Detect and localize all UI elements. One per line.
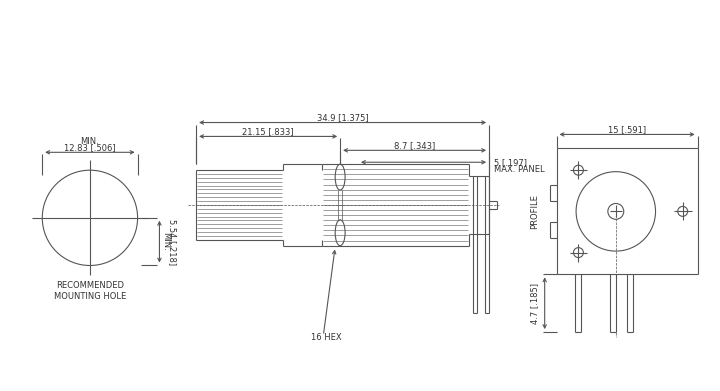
Text: MAX. PANEL: MAX. PANEL bbox=[494, 165, 544, 174]
Text: MIN.: MIN. bbox=[81, 137, 99, 146]
Text: RECOMMENDED
MOUNTING HOLE: RECOMMENDED MOUNTING HOLE bbox=[54, 282, 126, 301]
Text: MIN.: MIN. bbox=[161, 232, 170, 251]
Text: 34.9 [1.375]: 34.9 [1.375] bbox=[317, 113, 369, 122]
Text: 12.83 [.506]: 12.83 [.506] bbox=[64, 143, 116, 152]
Text: 4.7 [.185]: 4.7 [.185] bbox=[530, 283, 539, 324]
Text: 5.54 [.218]: 5.54 [.218] bbox=[168, 219, 177, 265]
Text: PROFILE: PROFILE bbox=[530, 194, 539, 229]
Text: 16 HEX: 16 HEX bbox=[311, 334, 341, 343]
Text: 5 [.197]: 5 [.197] bbox=[494, 158, 527, 167]
Text: 8.7 [.343]: 8.7 [.343] bbox=[394, 141, 435, 150]
Text: 21.15 [.833]: 21.15 [.833] bbox=[243, 127, 294, 136]
Text: 15 [.591]: 15 [.591] bbox=[608, 125, 646, 134]
